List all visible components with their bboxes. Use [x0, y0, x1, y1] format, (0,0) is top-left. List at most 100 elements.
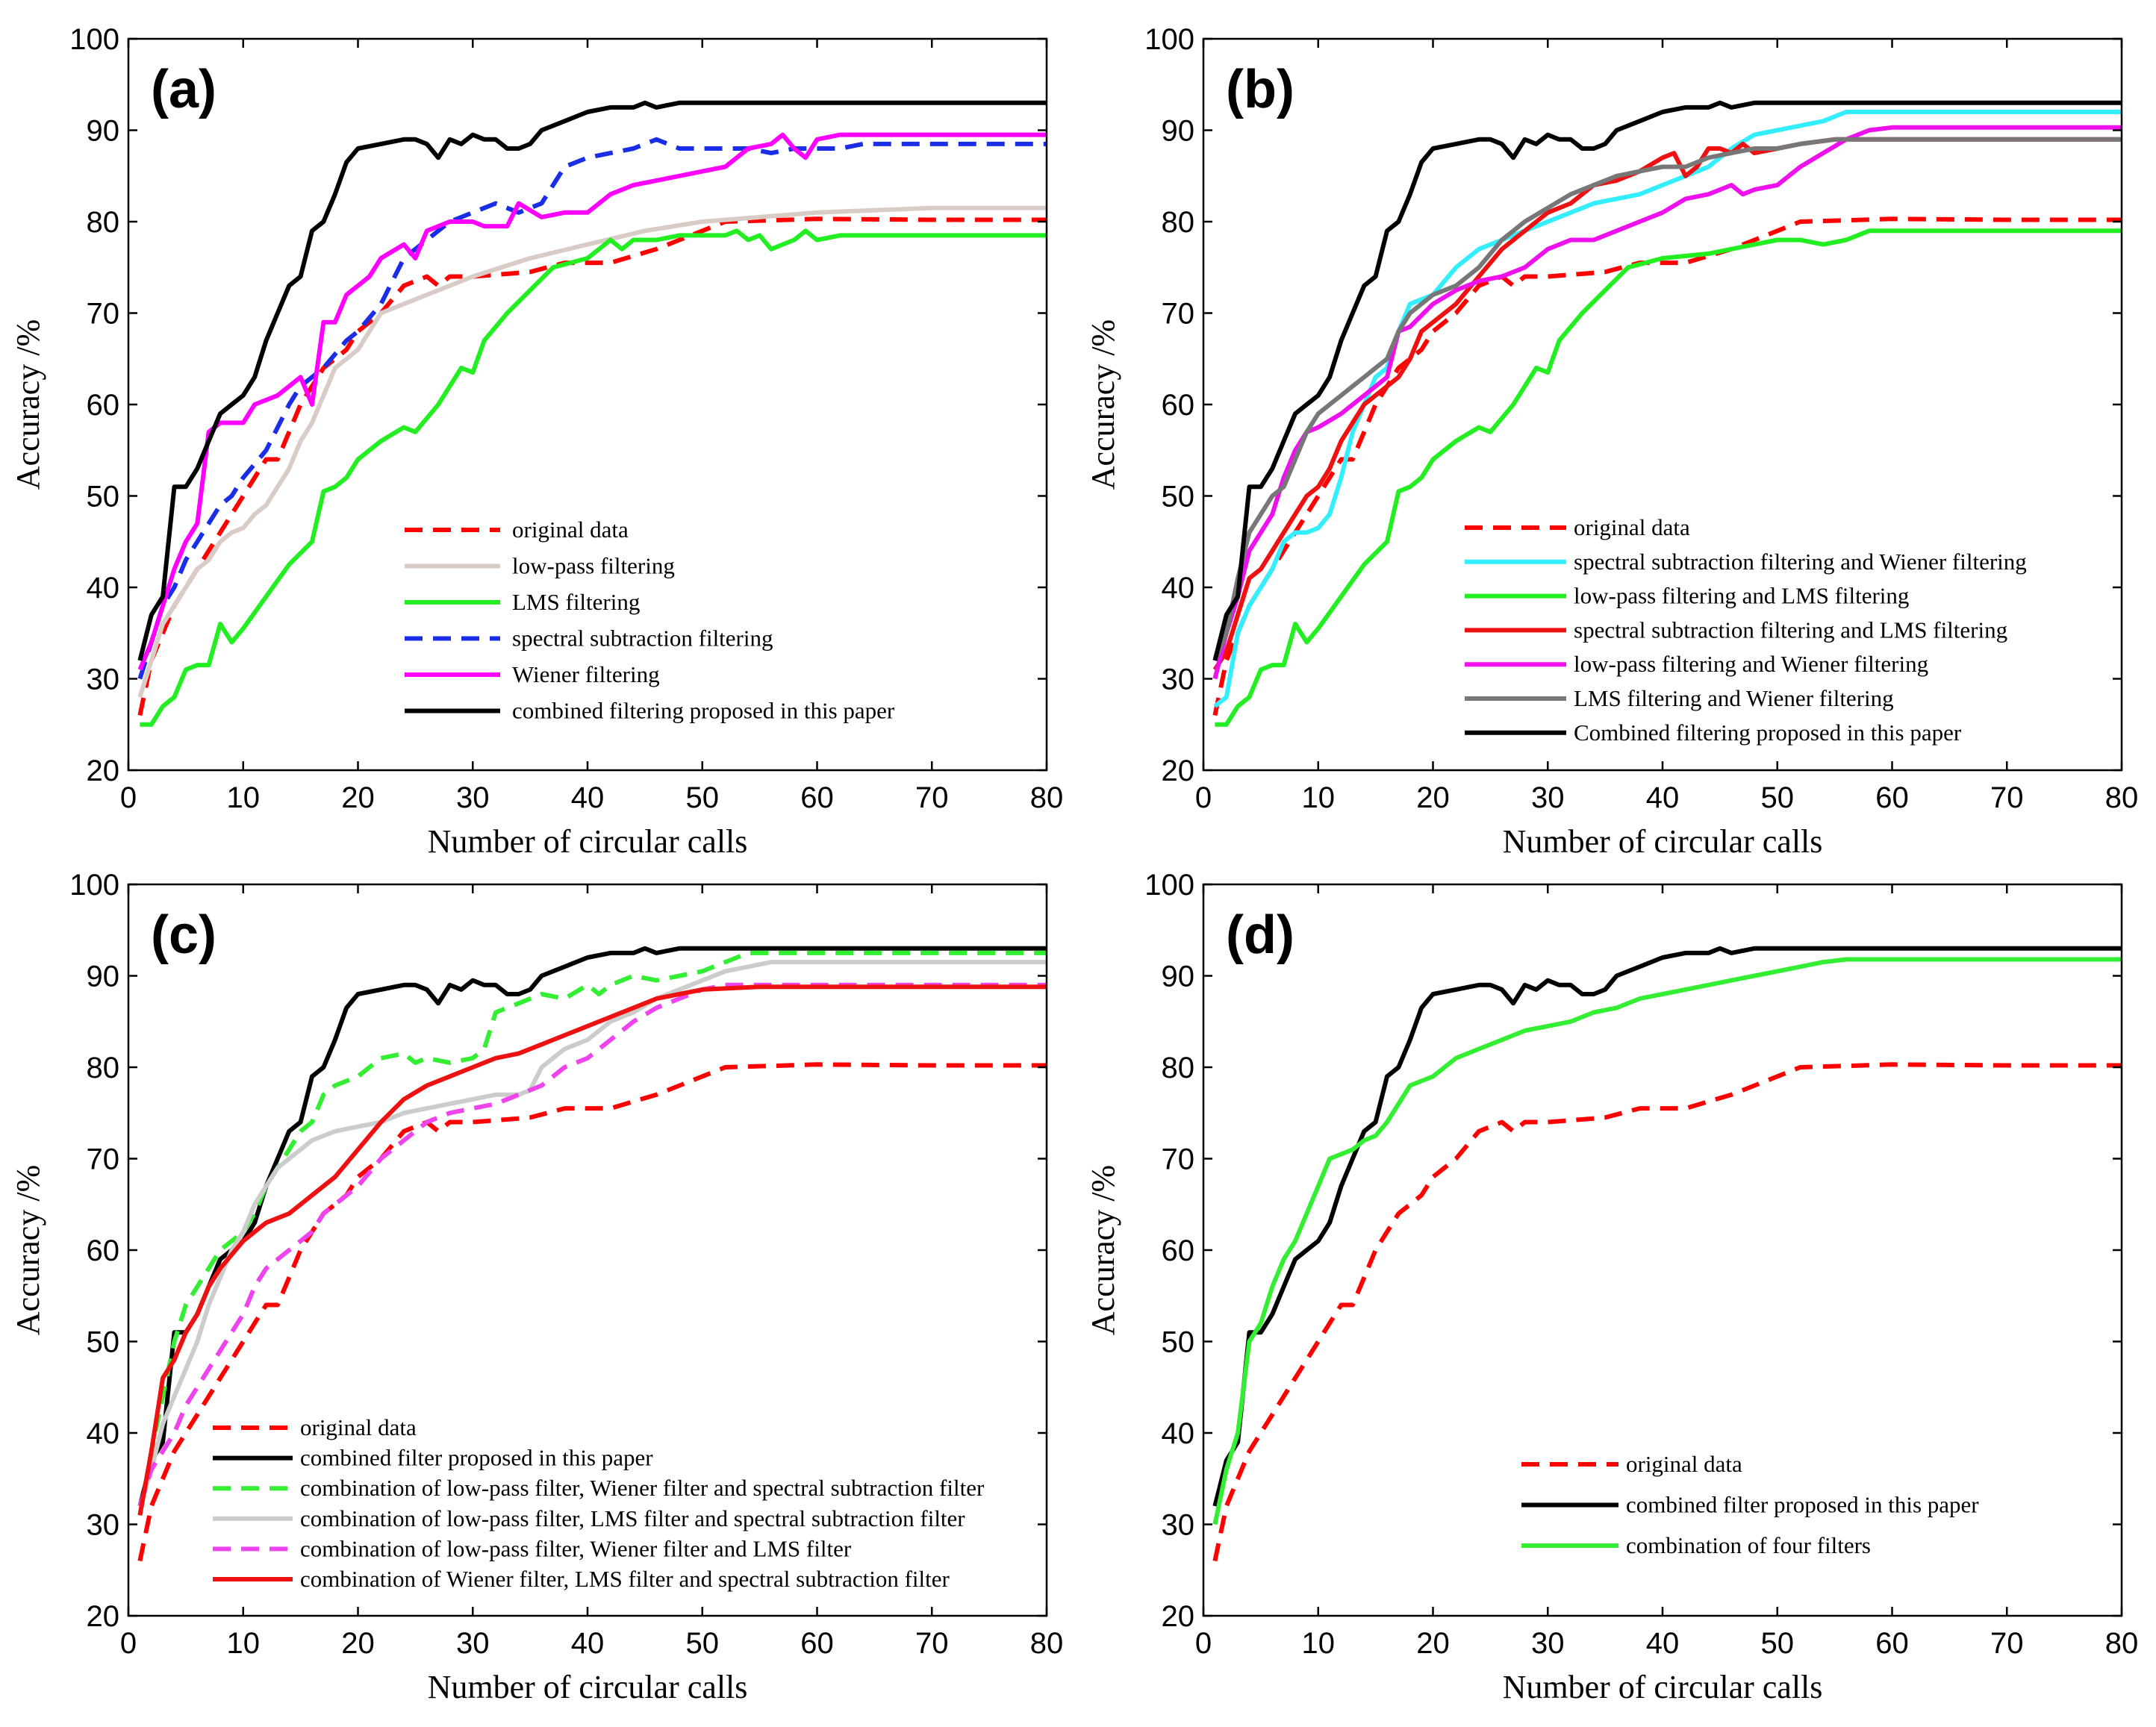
x-axis-label: Number of circular calls [1503, 823, 1823, 860]
y-tick-label: 70 [1162, 298, 1195, 331]
y-tick-label: 100 [69, 23, 119, 56]
x-tick-label: 30 [456, 1627, 490, 1660]
x-tick-label: 50 [1761, 1627, 1795, 1660]
y-tick-label: 30 [1162, 663, 1195, 696]
x-tick-label: 40 [571, 781, 605, 814]
series-line-3 [137, 950, 1047, 1516]
y-tick-label: 90 [1162, 961, 1195, 993]
legend-label-1: original data [512, 516, 629, 543]
x-axis-label: Number of circular calls [1503, 1669, 1823, 1705]
panel-tag: (a) [151, 60, 216, 119]
chart-panel-4: 0 10 20 30 40 50 60 70 80 20 30 40 50 60 70 80 90 100 Numb… [1085, 869, 2138, 1705]
y-tick-label: 30 [87, 1509, 120, 1542]
legend: original data low-pass filtering LMS filte… [405, 516, 895, 724]
series-line-1 [1212, 1062, 2122, 1562]
legend-label-4: combination of low-pass filter, LMS filt… [300, 1505, 965, 1531]
series-group [1212, 100, 2122, 727]
y-tick-label: 60 [87, 1234, 120, 1267]
x-tick-label: 60 [800, 781, 834, 814]
x-tick-label: 0 [120, 1627, 137, 1660]
series-line-3 [1212, 957, 2122, 1525]
legend-label-3: combination of four filters [1626, 1532, 1871, 1558]
legend-label-5: Wiener filtering [512, 661, 660, 687]
x-tick-label: 70 [1990, 781, 2024, 814]
panel-tag: (c) [151, 905, 216, 965]
y-tick-label: 90 [87, 961, 120, 993]
series-line-4 [1212, 137, 2122, 671]
legend-label-2: low-pass filtering [512, 553, 675, 579]
y-tick-label: 50 [1162, 1326, 1195, 1359]
y-tick-label: 60 [1162, 1234, 1195, 1267]
chart-panel-3: 0 10 20 30 40 50 60 70 80 20 30 40 50 60 70 80 90 100 Numb… [10, 869, 1063, 1705]
x-tick-label: 10 [1302, 1627, 1336, 1660]
y-tick-label: 60 [1162, 389, 1195, 422]
series-line-7 [1212, 100, 2122, 661]
y-tick-label: 100 [1144, 869, 1194, 902]
legend-label-5: low-pass filtering and Wiener filtering [1574, 651, 1928, 677]
y-tick-label: 30 [87, 663, 120, 696]
y-tick-label: 20 [1162, 755, 1195, 787]
y-axis-label: Accuracy /% [10, 319, 46, 490]
x-tick-label: 70 [1990, 1627, 2024, 1660]
series-line-3 [1215, 228, 2122, 727]
series-line-4 [137, 137, 1047, 680]
x-tick-label: 10 [227, 1627, 261, 1660]
x-tick-label: 80 [1030, 781, 1064, 814]
y-tick-label: 40 [1162, 572, 1195, 605]
y-tick-label: 40 [1162, 1417, 1195, 1450]
series-line-4 [137, 960, 1047, 1507]
y-tick-label: 50 [87, 481, 120, 513]
legend-label-3: combination of low-pass filter, Wiener f… [300, 1475, 985, 1501]
legend-label-6: combined filtering proposed in this pape… [512, 698, 895, 724]
legend-label-4: spectral subtraction filtering and LMS f… [1574, 616, 2007, 643]
legend-label-3: LMS filtering [512, 589, 640, 615]
series-group [1212, 946, 2122, 1562]
series-line-3 [140, 228, 1047, 727]
x-tick-label: 60 [1875, 781, 1909, 814]
series-line-1 [1212, 216, 2122, 716]
x-tick-label: 40 [1646, 1627, 1680, 1660]
x-tick-label: 60 [1875, 1627, 1909, 1660]
y-tick-label: 70 [87, 1143, 120, 1176]
series-line-6 [137, 100, 1047, 661]
series-line-5 [137, 132, 1047, 671]
panel-tag: (d) [1226, 905, 1294, 965]
x-tick-label: 30 [456, 781, 490, 814]
legend-label-2: spectral subtraction filtering and Wiene… [1574, 549, 2027, 575]
legend-label-1: original data [1574, 514, 1690, 540]
y-tick-label: 20 [1162, 1600, 1195, 1633]
y-tick-label: 50 [87, 1326, 120, 1359]
y-tick-label: 40 [87, 572, 120, 605]
x-tick-label: 50 [686, 781, 720, 814]
y-tick-label: 70 [1162, 1143, 1195, 1176]
y-tick-label: 70 [87, 298, 120, 331]
x-tick-label: 0 [1195, 781, 1212, 814]
series-line-2 [137, 946, 1047, 1507]
x-tick-label: 20 [1416, 1627, 1450, 1660]
y-tick-label: 20 [87, 1600, 120, 1633]
legend-label-3: low-pass filtering and LMS filtering [1574, 583, 1909, 609]
y-axis-label: Accuracy /% [1085, 319, 1121, 490]
x-tick-label: 70 [915, 1627, 949, 1660]
legend: original data combined filter proposed in… [1521, 1451, 1979, 1558]
x-axis-label: Number of circular calls [428, 1669, 748, 1705]
panel-tag: (b) [1226, 60, 1294, 119]
y-tick-label: 100 [69, 869, 119, 902]
x-tick-label: 0 [120, 781, 137, 814]
x-tick-label: 20 [341, 781, 375, 814]
legend-label-6: combination of Wiener filter, LMS filter… [300, 1566, 950, 1592]
x-tick-label: 30 [1531, 1627, 1565, 1660]
series-line-6 [1212, 137, 2122, 662]
y-tick-label: 90 [87, 115, 120, 148]
legend-label-4: spectral subtraction filtering [512, 625, 773, 652]
x-tick-label: 70 [915, 781, 949, 814]
x-tick-label: 80 [1030, 1627, 1064, 1660]
x-tick-label: 60 [800, 1627, 834, 1660]
x-tick-label: 10 [1302, 781, 1336, 814]
x-tick-label: 10 [227, 781, 261, 814]
legend-label-1: original data [300, 1414, 417, 1440]
x-tick-label: 40 [1646, 781, 1680, 814]
series-group [137, 946, 1047, 1562]
